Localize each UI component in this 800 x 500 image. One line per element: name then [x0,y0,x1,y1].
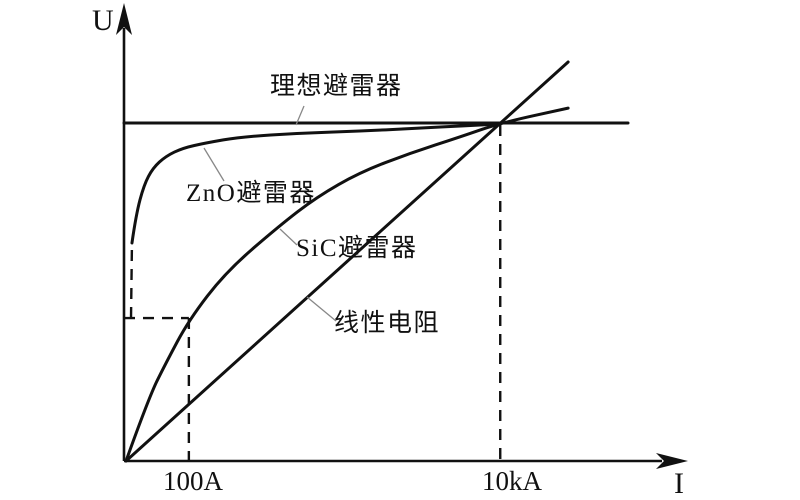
x-tick-100a: 100A [163,466,223,496]
x-axis-arrow-icon [656,453,688,469]
leader-ideal [295,105,305,126]
curve-linear [124,60,570,463]
dashed-guides [124,124,502,461]
x-tick-10ka: 10kA [482,466,542,496]
characteristic-curves [122,60,630,463]
axes [116,3,688,469]
curve-sic [124,106,570,463]
leader-zno [203,147,225,182]
x-axis-label: I [674,467,684,500]
y-axis-arrow-icon [116,3,132,35]
curve-zno [130,122,502,245]
label-linear-resistor: 线性电阻 [334,310,441,337]
leader-sic [279,228,298,246]
guide-zno-knee-dashed [129,242,134,319]
leader-linear [306,296,337,322]
label-sic-arrester: SiC避雷器 [296,235,418,262]
annotation-leader-lines [203,105,337,322]
label-ideal-arrester: 理想避雷器 [270,73,403,100]
y-axis-label: U [92,4,114,37]
label-zno-arrester: ZnO避雷器 [186,180,316,207]
